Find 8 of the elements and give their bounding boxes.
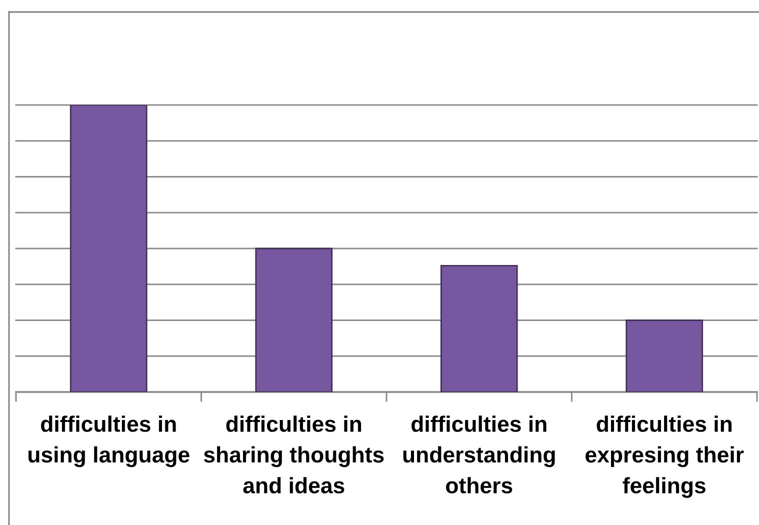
bar <box>70 105 148 392</box>
x-tick-label: difficulties in expresing their feelings <box>586 416 744 498</box>
x-tick-label: difficulties in sharing thoughts and ideas <box>204 416 384 494</box>
x-tick-label: difficulties in understanding others <box>403 416 555 494</box>
x-tick-label: difficulties in using language <box>28 416 190 468</box>
bar <box>626 320 704 392</box>
bar <box>255 248 333 392</box>
bar <box>440 265 518 392</box>
